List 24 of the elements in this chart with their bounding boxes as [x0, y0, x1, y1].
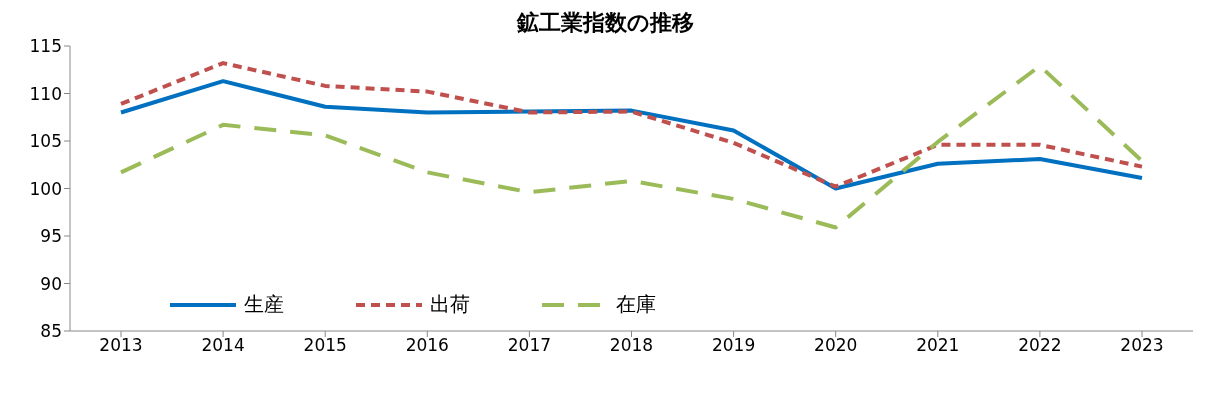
y-tick-label: 85 [40, 321, 62, 342]
x-tick-label: 2017 [507, 335, 552, 356]
x-tick-label: 2019 [711, 335, 756, 356]
x-tick-label: 2018 [609, 335, 654, 356]
x-tick-label: 2015 [303, 335, 347, 356]
x-tick-label: 2021 [916, 335, 960, 356]
x-tick-label: 2014 [201, 335, 245, 356]
x-tick-label: 2013 [99, 335, 143, 356]
legend-label: 生産 [244, 291, 284, 318]
y-tick-label: 105 [29, 131, 62, 152]
y-tick-label: 110 [29, 83, 62, 104]
chart-title: 鉱工業指数の推移 [515, 9, 695, 37]
y-tick-label: 115 [29, 36, 62, 57]
y-tick-label: 90 [40, 273, 62, 294]
y-tick-label: 100 [29, 178, 62, 199]
line-series [119, 79, 1144, 191]
x-tick-label: 2023 [1120, 335, 1164, 356]
legend-label: 在庫 [616, 291, 656, 318]
legend-label: 出荷 [430, 291, 470, 318]
y-tick-label: 95 [40, 226, 62, 247]
x-tick-label: 2022 [1018, 335, 1062, 356]
x-tick-label: 2020 [814, 335, 858, 356]
x-tick-label: 2016 [405, 335, 449, 356]
line-series [119, 61, 1144, 189]
